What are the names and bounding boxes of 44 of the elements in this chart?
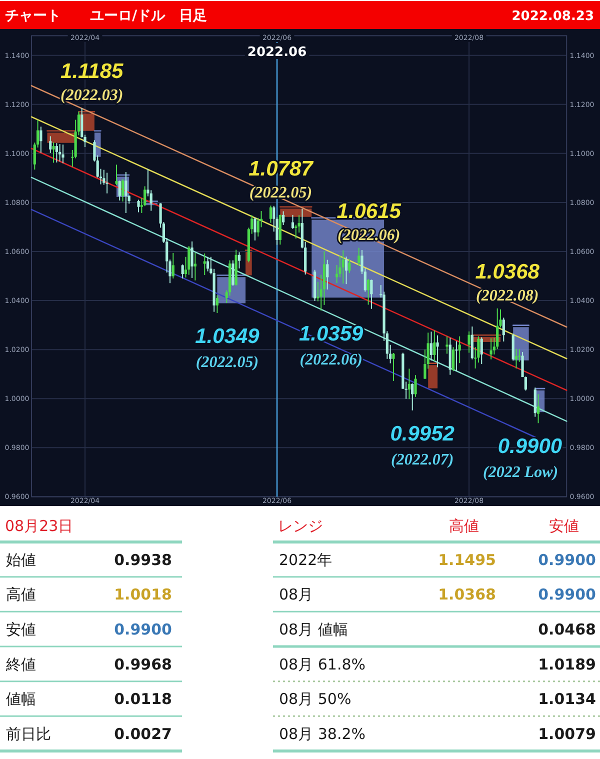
data-label: 1.0368 [438, 586, 496, 604]
annotation: 1.0349 [195, 325, 260, 348]
category-label: 終値 [5, 655, 36, 674]
category-label: 前日比 [6, 724, 51, 743]
category-label: 安値 [6, 620, 36, 638]
annotation: (2022 Low) [483, 464, 558, 482]
data-label: 0.0468 [538, 620, 596, 638]
chart-subtitle: ユーロ/ドル 日足 [90, 8, 208, 24]
annotation: (2022.07) [391, 451, 454, 468]
annotation: (2022.05) [196, 354, 259, 372]
category-label: 08月 値幅 [279, 620, 348, 638]
category-label: 値幅 [6, 690, 36, 708]
data-label: 0.0027 [114, 724, 172, 743]
category-label: 08月 [279, 586, 314, 604]
category-label: 2022年 [279, 550, 332, 569]
chart-title: チャート [5, 8, 61, 24]
category-label: 高値 [6, 586, 36, 604]
data-label: 0.9900 [114, 620, 172, 638]
data-label: 1.0079 [538, 724, 596, 743]
data-label: 1.0134 [538, 690, 596, 708]
data-label: 0.9900 [538, 550, 596, 569]
data-label: 0.9900 [538, 586, 596, 604]
category-label: 08月 61.8% [279, 655, 366, 674]
category-label: 始値 [6, 550, 36, 569]
text: 08月23日 [5, 517, 74, 535]
text: 安値 [549, 517, 579, 535]
annotation: (2022.06) [300, 352, 362, 369]
data-label: 1.0018 [114, 586, 172, 604]
data-label: 0.9968 [114, 655, 172, 674]
annotation: 0.9900 [498, 435, 562, 458]
data-label: 0.0118 [114, 690, 172, 708]
text: 2022.08.23 [512, 9, 594, 24]
annotation: 1.0368 [475, 260, 540, 284]
data-label: 0.9938 [114, 550, 172, 569]
text: 高値 [449, 517, 479, 535]
annotation: 1.1185 [60, 60, 124, 84]
annotation: (2022.03) [60, 87, 124, 104]
data-label: 1.1495 [438, 550, 496, 569]
ref-line-label: 2022.06 [247, 45, 307, 60]
category-label: 08月 50% [279, 690, 352, 708]
data-label: 1.0189 [538, 655, 596, 674]
category-label: 08月 38.2% [279, 724, 366, 743]
annotation: 0.9952 [390, 422, 455, 446]
text: レンジ [278, 517, 323, 535]
